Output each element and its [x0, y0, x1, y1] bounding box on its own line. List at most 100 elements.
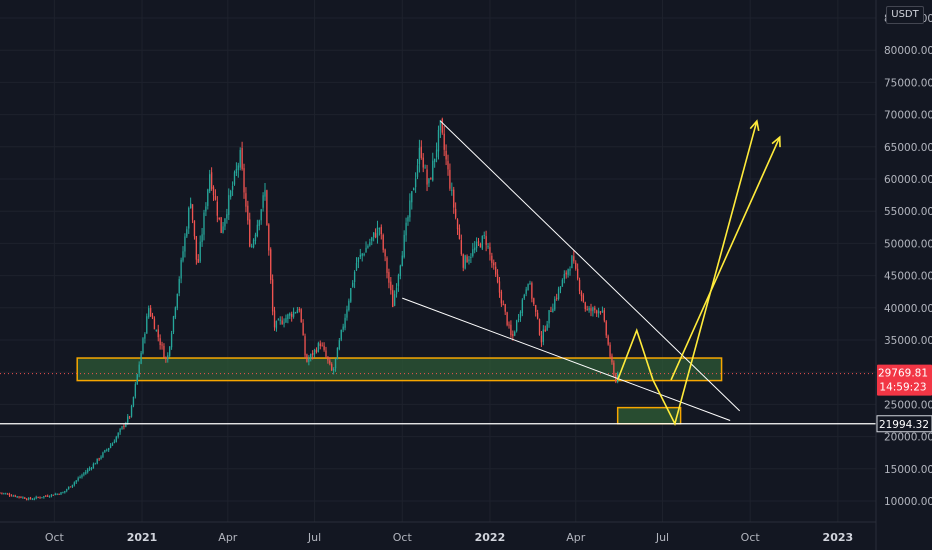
candle-body — [397, 275, 400, 287]
candle-body — [161, 344, 163, 346]
candle-body — [216, 201, 218, 216]
candle-body — [167, 355, 169, 360]
price-axis[interactable]: 10000.0015000.0020000.0025000.0030000.00… — [884, 13, 932, 508]
candle-body — [527, 283, 529, 291]
x-tick-label: Oct — [45, 531, 65, 544]
candle-body — [466, 256, 468, 263]
candle-body — [378, 228, 381, 230]
candle-body — [178, 279, 180, 294]
bar-countdown: 14:59:23 — [879, 382, 926, 394]
candle-body — [439, 120, 442, 131]
candle-body — [176, 294, 178, 308]
candle-body — [388, 272, 390, 283]
candle-body — [477, 241, 480, 243]
time-axis[interactable]: Oct 2021 Apr Jul Oct 2022 Apr Jul Oct 2023 — [45, 531, 853, 544]
candle-body — [270, 249, 272, 280]
descending-resistance-line — [440, 120, 741, 412]
candle-body — [468, 259, 470, 262]
candle-body — [130, 405, 133, 417]
candle-body — [109, 445, 112, 448]
candle-body — [395, 287, 398, 294]
candle-body — [340, 329, 342, 340]
candle-body — [142, 338, 144, 354]
candle-body — [519, 311, 522, 318]
candle-body — [94, 463, 96, 465]
candle-body — [533, 298, 535, 305]
candle-body — [405, 222, 407, 236]
candle-body — [413, 188, 415, 191]
last-price-badge — [877, 364, 932, 396]
candle-body — [132, 396, 135, 406]
candle-body — [212, 187, 215, 196]
candle-body — [287, 314, 289, 319]
candle-body — [151, 315, 154, 319]
candle-body — [188, 207, 190, 229]
candle-body — [426, 169, 428, 185]
candle-body — [289, 313, 291, 316]
candle-body — [352, 282, 354, 287]
annotation-zones — [0, 357, 876, 425]
candle-body — [58, 493, 60, 495]
candle-body — [481, 235, 483, 249]
candle-body — [24, 497, 26, 499]
candle-body — [8, 494, 11, 496]
candle-body — [517, 318, 520, 321]
candle-body — [233, 172, 236, 185]
candle-body — [308, 358, 310, 362]
candle-body — [510, 324, 512, 336]
candle-body — [148, 308, 150, 318]
candle-body — [372, 232, 375, 238]
candle-body — [363, 253, 365, 255]
x-tick-label: Oct — [393, 531, 413, 544]
candle-body — [174, 307, 177, 318]
x-tick-label: Apr — [218, 531, 238, 544]
candle-body — [5, 493, 7, 495]
last-price-value: 29769.81 — [878, 368, 928, 380]
candle-body — [128, 416, 131, 418]
candle-body — [359, 254, 361, 257]
candle-body — [169, 346, 171, 356]
candle-body — [52, 494, 55, 496]
candle-body — [231, 186, 234, 190]
currency-label[interactable]: USDT — [886, 6, 924, 24]
candle-body — [313, 349, 316, 355]
candle-body — [445, 150, 447, 160]
candle-body — [575, 262, 577, 269]
candle-body — [487, 246, 489, 248]
candle-body — [323, 345, 325, 350]
candle-body — [75, 480, 77, 483]
candle-body — [590, 308, 592, 311]
candle-body — [281, 320, 283, 325]
candle-body — [285, 318, 287, 323]
candle-body — [319, 343, 321, 347]
candle-body — [592, 307, 594, 312]
candle-body — [474, 247, 476, 251]
candle-body — [424, 167, 426, 169]
candle-body — [512, 334, 514, 336]
x-tick-label: 2021 — [127, 531, 158, 544]
candle-body — [247, 205, 249, 221]
candle-body — [149, 308, 152, 316]
candle-body — [342, 326, 344, 330]
candle-body — [64, 490, 66, 493]
candle-body — [321, 345, 323, 347]
candle-body — [489, 247, 491, 255]
candle-body — [123, 425, 125, 427]
candle-body — [41, 497, 43, 499]
candle-body — [209, 174, 211, 192]
candle-body — [245, 193, 247, 207]
candle-body — [186, 229, 188, 237]
candle-body — [361, 253, 363, 256]
candle-body — [315, 349, 318, 352]
candle-body — [241, 148, 243, 169]
candle-body — [456, 219, 459, 230]
candle-body — [432, 160, 434, 181]
candle-body — [85, 471, 87, 474]
projection-arrowhead — [749, 119, 760, 132]
candle-body — [31, 499, 34, 501]
candle-body — [291, 313, 293, 317]
candle-body — [437, 129, 440, 152]
candle-body — [599, 311, 602, 313]
candle-body — [275, 320, 278, 329]
